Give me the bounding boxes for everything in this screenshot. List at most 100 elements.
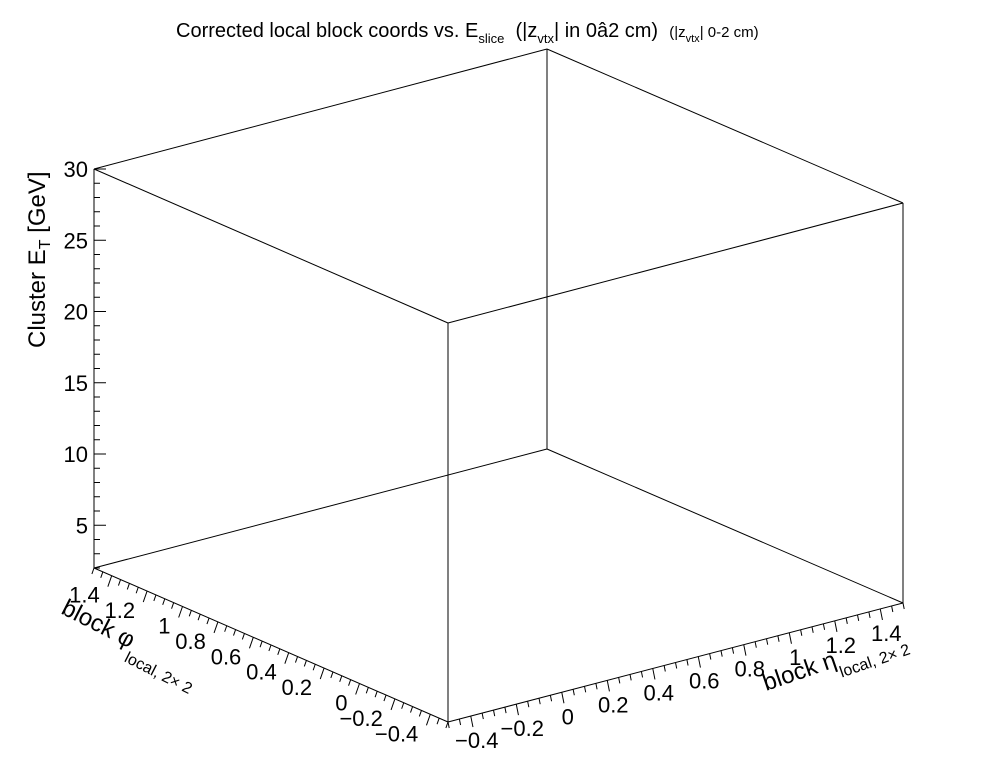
y-tick-label: 0.2 bbox=[282, 675, 313, 700]
y-minor-tick bbox=[126, 583, 130, 590]
x-minor-tick bbox=[527, 701, 530, 708]
axis-ticks bbox=[91, 168, 905, 729]
x-major-tick bbox=[788, 632, 792, 644]
plot-box bbox=[93, 48, 904, 723]
y-minor-tick bbox=[312, 664, 316, 671]
title-zpart-sub: vtx bbox=[537, 31, 554, 46]
y-major-tick bbox=[284, 652, 290, 664]
y-major-tick bbox=[319, 667, 325, 680]
z-tick-label: 15 bbox=[64, 371, 88, 396]
y-tick-label: −0.2 bbox=[339, 706, 382, 731]
y-tick-label: −0.4 bbox=[375, 721, 418, 746]
x-minor-tick bbox=[595, 683, 598, 690]
y-major-tick bbox=[390, 698, 396, 711]
x-tick-label: 0.4 bbox=[643, 680, 674, 705]
y-minor-tick bbox=[303, 660, 307, 667]
x-tick-label: −0.4 bbox=[455, 728, 498, 753]
x-minor-tick bbox=[629, 674, 632, 681]
box-edge bbox=[93, 168, 449, 324]
y-minor-tick bbox=[374, 691, 378, 698]
y-major-tick bbox=[213, 621, 219, 634]
x-minor-tick bbox=[549, 695, 553, 702]
title-main-text: Corrected local block coords vs. E bbox=[176, 20, 478, 42]
y-major-tick bbox=[142, 590, 148, 603]
y-tick-label: 0.8 bbox=[175, 629, 206, 654]
x-minor-tick bbox=[845, 617, 848, 624]
x-major-tick bbox=[879, 608, 883, 621]
x-major-tick bbox=[652, 668, 656, 680]
x-major-tick bbox=[697, 656, 701, 668]
x-major-tick bbox=[561, 692, 565, 704]
x-minor-tick bbox=[891, 605, 894, 613]
y-minor-tick bbox=[259, 640, 263, 648]
y-minor-tick bbox=[100, 571, 104, 579]
x-minor-tick bbox=[447, 721, 450, 729]
x-major-tick bbox=[470, 715, 474, 728]
x-minor-tick bbox=[618, 677, 621, 684]
x-tick-label: −0.2 bbox=[501, 716, 544, 741]
y-minor-tick bbox=[418, 710, 422, 717]
x-minor-tick bbox=[663, 665, 666, 672]
title-main-sub: slice bbox=[478, 31, 504, 46]
y-minor-tick bbox=[339, 675, 343, 682]
x-minor-tick bbox=[766, 638, 769, 645]
z-tick-label: 5 bbox=[76, 513, 88, 538]
title-zpart-suffix: | in 0â2 cm) bbox=[554, 20, 658, 42]
x-tick-label: 1 bbox=[789, 645, 801, 670]
y-minor-tick bbox=[233, 629, 237, 636]
box-edge bbox=[546, 448, 904, 604]
title-tag-suffix: | 0-2 cm) bbox=[700, 24, 759, 41]
x-major-tick bbox=[515, 704, 519, 716]
y-major-tick bbox=[425, 714, 431, 726]
y-minor-tick bbox=[224, 625, 228, 632]
y-minor-tick bbox=[171, 602, 175, 609]
x-minor-tick bbox=[675, 662, 678, 669]
z-tick-label: 10 bbox=[64, 442, 88, 467]
x-minor-tick bbox=[731, 647, 735, 654]
y-minor-tick bbox=[135, 587, 139, 594]
y-minor-tick bbox=[401, 702, 405, 709]
y-tick-label: 1.2 bbox=[105, 598, 136, 623]
z-tick-label: 20 bbox=[64, 300, 88, 325]
x-minor-tick bbox=[811, 626, 814, 633]
y-minor-tick bbox=[348, 679, 352, 686]
x-minor-tick bbox=[686, 659, 689, 666]
x-minor-tick bbox=[709, 653, 712, 660]
x-major-tick bbox=[743, 644, 747, 656]
x-minor-tick bbox=[584, 686, 587, 693]
x-tick-label: 0.2 bbox=[598, 692, 629, 717]
x-minor-tick bbox=[822, 623, 826, 630]
y-minor-tick bbox=[197, 614, 201, 621]
x-minor-tick bbox=[504, 707, 507, 714]
y-minor-tick bbox=[268, 644, 272, 652]
y-tick-label: 1.4 bbox=[69, 583, 100, 608]
title-tag-prefix: (|z bbox=[669, 24, 685, 41]
z-axis-label-sub: T bbox=[37, 239, 54, 249]
x-minor-tick bbox=[902, 602, 905, 610]
y-tick-label: 0.4 bbox=[246, 660, 277, 685]
box-edge bbox=[93, 448, 548, 569]
y-minor-tick bbox=[365, 687, 369, 694]
y-major-tick bbox=[107, 575, 113, 587]
y-minor-tick bbox=[117, 579, 122, 586]
y-tick-label: 0.6 bbox=[211, 644, 242, 669]
x-minor-tick bbox=[754, 641, 757, 648]
x-major-tick bbox=[606, 680, 610, 692]
box-edge bbox=[93, 48, 548, 170]
box-edge bbox=[447, 202, 904, 324]
z-tick-label: 30 bbox=[64, 157, 88, 182]
y-minor-tick bbox=[188, 610, 192, 617]
y-minor-tick bbox=[445, 721, 449, 729]
y-major-tick bbox=[178, 606, 183, 618]
x-minor-tick bbox=[857, 614, 860, 621]
x-minor-tick bbox=[800, 629, 803, 636]
x-tick-label: 1.4 bbox=[871, 621, 902, 646]
y-minor-tick bbox=[436, 717, 440, 725]
y-axis-label-sub: local, 2× 2 bbox=[122, 649, 195, 698]
y-minor-tick bbox=[241, 633, 245, 640]
y-minor-tick bbox=[410, 706, 414, 713]
x-major-tick bbox=[834, 620, 838, 632]
y-minor-tick bbox=[162, 598, 166, 605]
title-tag-sub: vtx bbox=[686, 33, 701, 45]
